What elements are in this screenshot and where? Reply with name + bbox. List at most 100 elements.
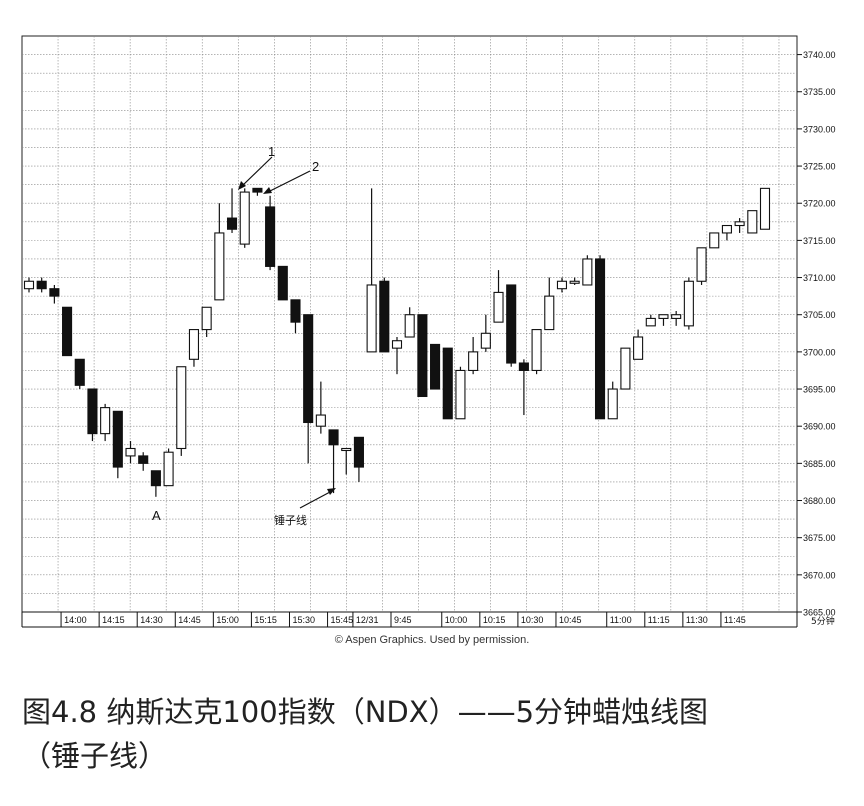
- caption-line-2: （锤子线）: [22, 739, 168, 773]
- candle-body-bearish: [379, 280, 390, 353]
- x-tick-label: 10:45: [559, 615, 582, 625]
- x-tick-label: 14:30: [140, 615, 163, 625]
- candle-body-bearish: [226, 217, 238, 230]
- arrow-2-head: [263, 187, 272, 194]
- candle-body-bullish: [125, 447, 136, 457]
- y-tick-label: 3700.00: [803, 347, 836, 357]
- x-tick-label: 12/31: [356, 615, 379, 625]
- x-tick-label: 11:45: [724, 615, 746, 625]
- annotation-label-2: 2: [312, 159, 319, 174]
- candle-body-bullish: [100, 407, 111, 435]
- y-tick-label: 3665.00: [803, 608, 836, 618]
- candle-body-bearish: [518, 362, 529, 372]
- candle-body-bearish: [506, 284, 517, 364]
- candle-body-bullish: [315, 414, 326, 427]
- x-tick-label: 15:15: [254, 615, 277, 625]
- candle-body-bullish: [404, 314, 415, 338]
- x-tick-label: 10:30: [521, 615, 544, 625]
- x-tick-label: 15:45: [331, 615, 354, 625]
- x-tick-label: 10:15: [483, 615, 506, 625]
- x-tick-label: 14:15: [102, 615, 125, 625]
- annotation-hammer: 锤子线: [274, 513, 307, 527]
- candle-body-bearish: [353, 436, 364, 468]
- candle-body-bullish: [366, 284, 377, 353]
- candle-body-bullish: [747, 210, 758, 234]
- y-tick-label: 3685.00: [803, 459, 836, 469]
- candle-body-bearish: [430, 343, 441, 390]
- candle-body-bullish: [734, 221, 745, 227]
- y-tick-label: 3690.00: [803, 422, 836, 432]
- candle-body-bullish: [645, 317, 656, 327]
- candle-body-bullish: [556, 280, 568, 290]
- y-tick-label: 3680.00: [803, 496, 836, 506]
- x-tick-label: 15:00: [216, 615, 239, 625]
- x-tick-label: 14:45: [178, 615, 201, 625]
- candle-body-bullish: [658, 314, 669, 319]
- candle-body-bullish: [544, 295, 555, 331]
- x-tick-label: 11:30: [686, 615, 708, 625]
- caption-line-1: 图4.8 纳斯达克100指数（NDX）——5分钟蜡烛线图: [22, 695, 709, 729]
- candle-body-bullish: [582, 258, 593, 286]
- candle-body-bullish: [759, 187, 771, 230]
- candle-body-bullish: [671, 314, 682, 319]
- y-tick-label: 3740.00: [803, 50, 836, 60]
- candle-body-bearish: [87, 388, 98, 435]
- candle-body-bullish: [607, 388, 618, 420]
- candle-body-bullish: [493, 291, 504, 323]
- candle-body-bullish: [620, 347, 631, 390]
- candle-body-bullish: [468, 351, 479, 372]
- candle-body-bearish: [303, 314, 314, 424]
- candle-body-bearish: [74, 358, 85, 386]
- candle-body-bullish: [696, 247, 707, 282]
- x-tick-label: 14:00: [64, 615, 87, 625]
- hammer-arrow-line: [299, 491, 331, 509]
- candle-body-bullish: [455, 369, 466, 420]
- candle-body-bearish: [112, 410, 123, 468]
- candle-body-bearish: [277, 265, 288, 301]
- candle-body-bearish: [138, 455, 149, 464]
- candle-body-bullish: [709, 232, 720, 249]
- y-tick-label: 3720.00: [803, 199, 836, 209]
- candle-body-bearish: [290, 299, 301, 323]
- period-label: 5分钟: [811, 615, 835, 627]
- candle-body-bullish: [341, 447, 352, 452]
- x-axis: 14:00 14:15 14:30 14:45 15:00 15:15 15:30 15:45…: [21, 611, 798, 628]
- candle-body-bullish: [23, 280, 35, 290]
- arrow-1-head: [238, 181, 246, 190]
- candle-body-bearish: [442, 347, 453, 420]
- candle-body-bullish: [721, 224, 732, 234]
- candle-body-bullish: [633, 336, 644, 360]
- x-tick-label: 15:30: [292, 615, 315, 625]
- annotation-label-a: A: [152, 508, 161, 523]
- candlestick-chart: 3665.00 3670.00 3675.00 3680.00 3685.00 3690.…: [21, 35, 836, 628]
- arrow-1-line: [241, 156, 273, 187]
- candle-body-bullish: [214, 232, 225, 301]
- candles: [23, 187, 771, 497]
- candle-body-bearish: [62, 306, 73, 357]
- x-tick-label: 9:45: [394, 615, 412, 625]
- y-tick-label: 3675.00: [803, 533, 836, 543]
- y-tick-label: 3670.00: [803, 570, 836, 580]
- candle-body-bullish: [569, 280, 580, 284]
- x-tick-label: 11:00: [610, 615, 632, 625]
- hammer-arrow-head: [327, 488, 336, 495]
- candle-body-bearish: [252, 187, 263, 193]
- x-tick-label: 10:00: [445, 615, 468, 625]
- y-tick-label: 3715.00: [803, 236, 836, 246]
- candle-body-bullish: [480, 332, 491, 349]
- candle-body-bullish: [239, 191, 250, 245]
- copyright-note: © Aspen Graphics. Used by permission.: [334, 634, 530, 646]
- candle-body-bearish: [265, 206, 276, 267]
- y-axis: 3665.00 3670.00 3675.00 3680.00 3685.00 3690.…: [797, 50, 836, 618]
- candle-body-bullish: [163, 451, 174, 487]
- y-tick-label: 3695.00: [803, 385, 836, 395]
- y-tick-label: 3730.00: [803, 124, 836, 134]
- y-tick-label: 3710.00: [803, 273, 836, 283]
- candle-body-bearish: [417, 314, 428, 398]
- candle-body-bullish: [188, 329, 200, 360]
- candle-body-bullish: [391, 340, 403, 349]
- y-tick-label: 3725.00: [803, 162, 836, 172]
- candle-body-bearish: [150, 470, 161, 487]
- y-tick-label: 3735.00: [803, 87, 836, 97]
- candle-body-bearish: [49, 288, 60, 297]
